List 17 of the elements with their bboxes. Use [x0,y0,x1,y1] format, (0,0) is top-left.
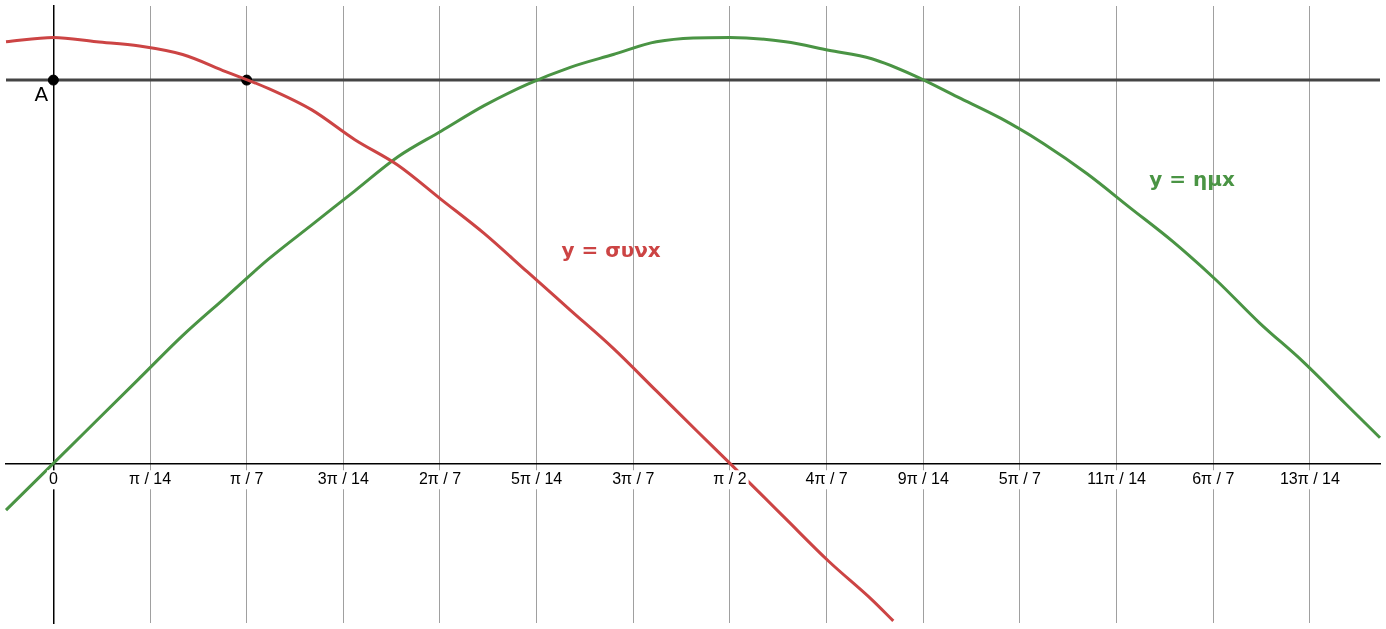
x-tick-label: π / 14 [128,469,172,487]
x-tick-label: 3π / 14 [317,469,369,487]
x-tick-label: 3π / 7 [612,469,655,487]
annotation: A [34,82,49,107]
x-tick-label: 11π / 14 [1087,469,1147,487]
x-tick-label: 2π / 7 [418,469,462,487]
x-tick-label: 6π / 7 [1192,469,1235,487]
x-tick-label: 9π / 14 [897,469,949,487]
x-tick-label: 5π / 7 [998,469,1042,487]
x-tick-label: 4π / 7 [805,469,848,487]
series-label: y = ημx [1149,166,1235,191]
series-label: y = συνx [561,237,661,262]
x-tick-label: π / 7 [230,469,264,487]
x-tick-label: 13π / 14 [1279,469,1340,487]
x-tick-label: 5π / 14 [511,469,563,487]
x-tick-label: π / 2 [713,469,747,487]
x-tick-label: 0 [48,469,58,487]
